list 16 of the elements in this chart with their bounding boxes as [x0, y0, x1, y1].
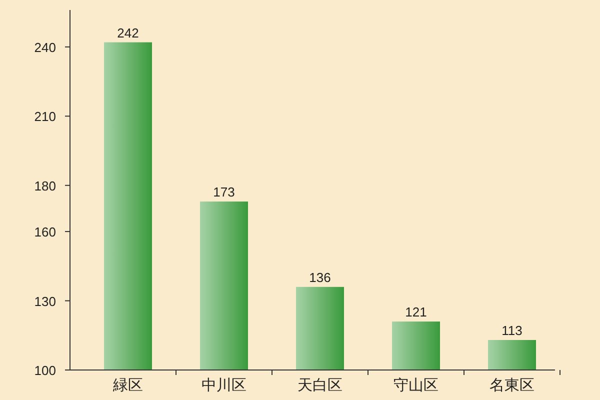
data-label: 113 — [502, 323, 522, 338]
y-tick-label: 130 — [34, 294, 56, 309]
y-tick-label: 240 — [34, 40, 56, 55]
y-tick-label: 100 — [34, 363, 56, 378]
y-tick-label: 210 — [34, 109, 56, 124]
x-tick-label: 天白区 — [298, 377, 342, 394]
data-label: 242 — [117, 25, 139, 40]
x-tick-label: 緑区 — [112, 377, 143, 394]
data-label: 121 — [405, 304, 427, 320]
y-tick-label: 180 — [34, 178, 56, 194]
data-label: 136 — [309, 270, 331, 285]
data-label: 173 — [213, 184, 235, 200]
y-tick-label: 160 — [34, 224, 56, 240]
x-tick-label: 名東区 — [490, 377, 534, 394]
x-tick-label: 守山区 — [394, 377, 438, 394]
x-tick-label: 中川区 — [202, 377, 246, 394]
